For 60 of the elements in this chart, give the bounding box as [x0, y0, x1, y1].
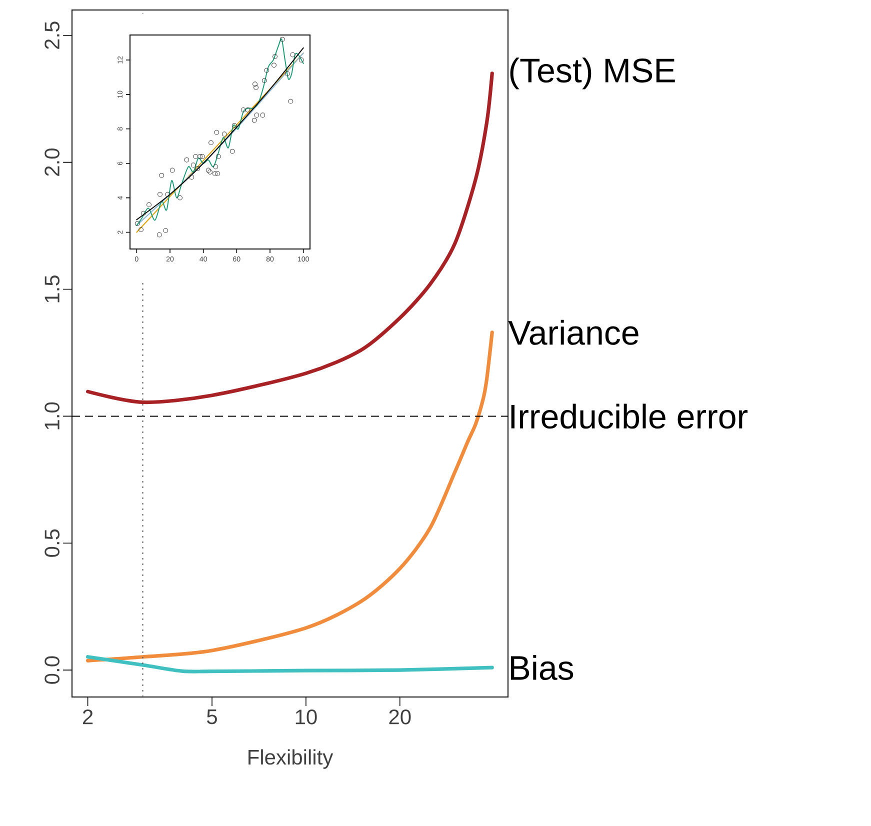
point: [193, 154, 198, 159]
point: [252, 82, 258, 87]
point: [280, 36, 285, 42]
point: [156, 232, 162, 238]
point: [264, 68, 270, 73]
point: [240, 107, 246, 112]
y-tick-label: 2.0: [44, 148, 60, 176]
point: [288, 98, 294, 104]
ref-line-label: Irreducible error: [511, 404, 748, 429]
point: [138, 227, 144, 232]
point: [214, 130, 220, 135]
point: [260, 112, 266, 118]
point: [222, 132, 227, 137]
point: [146, 202, 152, 208]
x-tick-label: 10: [296, 710, 317, 724]
point: [290, 52, 296, 58]
point: [198, 154, 202, 159]
y-tick-label: 0.5: [44, 529, 60, 557]
y-tick-label: 1.0: [44, 402, 60, 430]
point: [178, 195, 182, 200]
point: [272, 62, 276, 68]
x-axis-title: Flexibility: [248, 749, 334, 769]
x-tick-label: 5: [207, 710, 217, 724]
point: [215, 171, 220, 176]
point: [245, 107, 250, 112]
point: [165, 192, 170, 197]
point: [189, 174, 194, 180]
point: [232, 122, 237, 128]
point: [190, 162, 196, 168]
point: [195, 166, 200, 171]
point: [262, 78, 267, 84]
point: [213, 164, 218, 170]
point: [159, 172, 164, 178]
point: [208, 140, 214, 146]
point: [134, 221, 140, 226]
series-label: Bias: [510, 655, 574, 680]
y-tick-label: 2.5: [44, 22, 60, 49]
point: [230, 148, 235, 154]
point: [254, 112, 260, 118]
point: [170, 168, 175, 173]
series-label: Variance: [508, 320, 638, 345]
y-tick-label: 1.5: [44, 276, 60, 302]
point: [216, 154, 221, 159]
point: [298, 58, 304, 62]
x-tick-label: 2: [83, 710, 93, 724]
point: [254, 85, 258, 90]
series-label: (Test) MSE: [510, 58, 675, 90]
point: [184, 157, 190, 162]
x-tick-label: 20: [389, 710, 411, 724]
point: [200, 154, 205, 159]
point: [284, 71, 290, 76]
point: [158, 192, 162, 197]
point: [208, 170, 212, 174]
point: [252, 118, 257, 123]
point: [272, 54, 278, 59]
point: [206, 168, 211, 173]
point: [163, 228, 168, 233]
point: [212, 171, 218, 176]
y-tick-label: 0.0: [44, 656, 60, 684]
point: [140, 210, 146, 216]
